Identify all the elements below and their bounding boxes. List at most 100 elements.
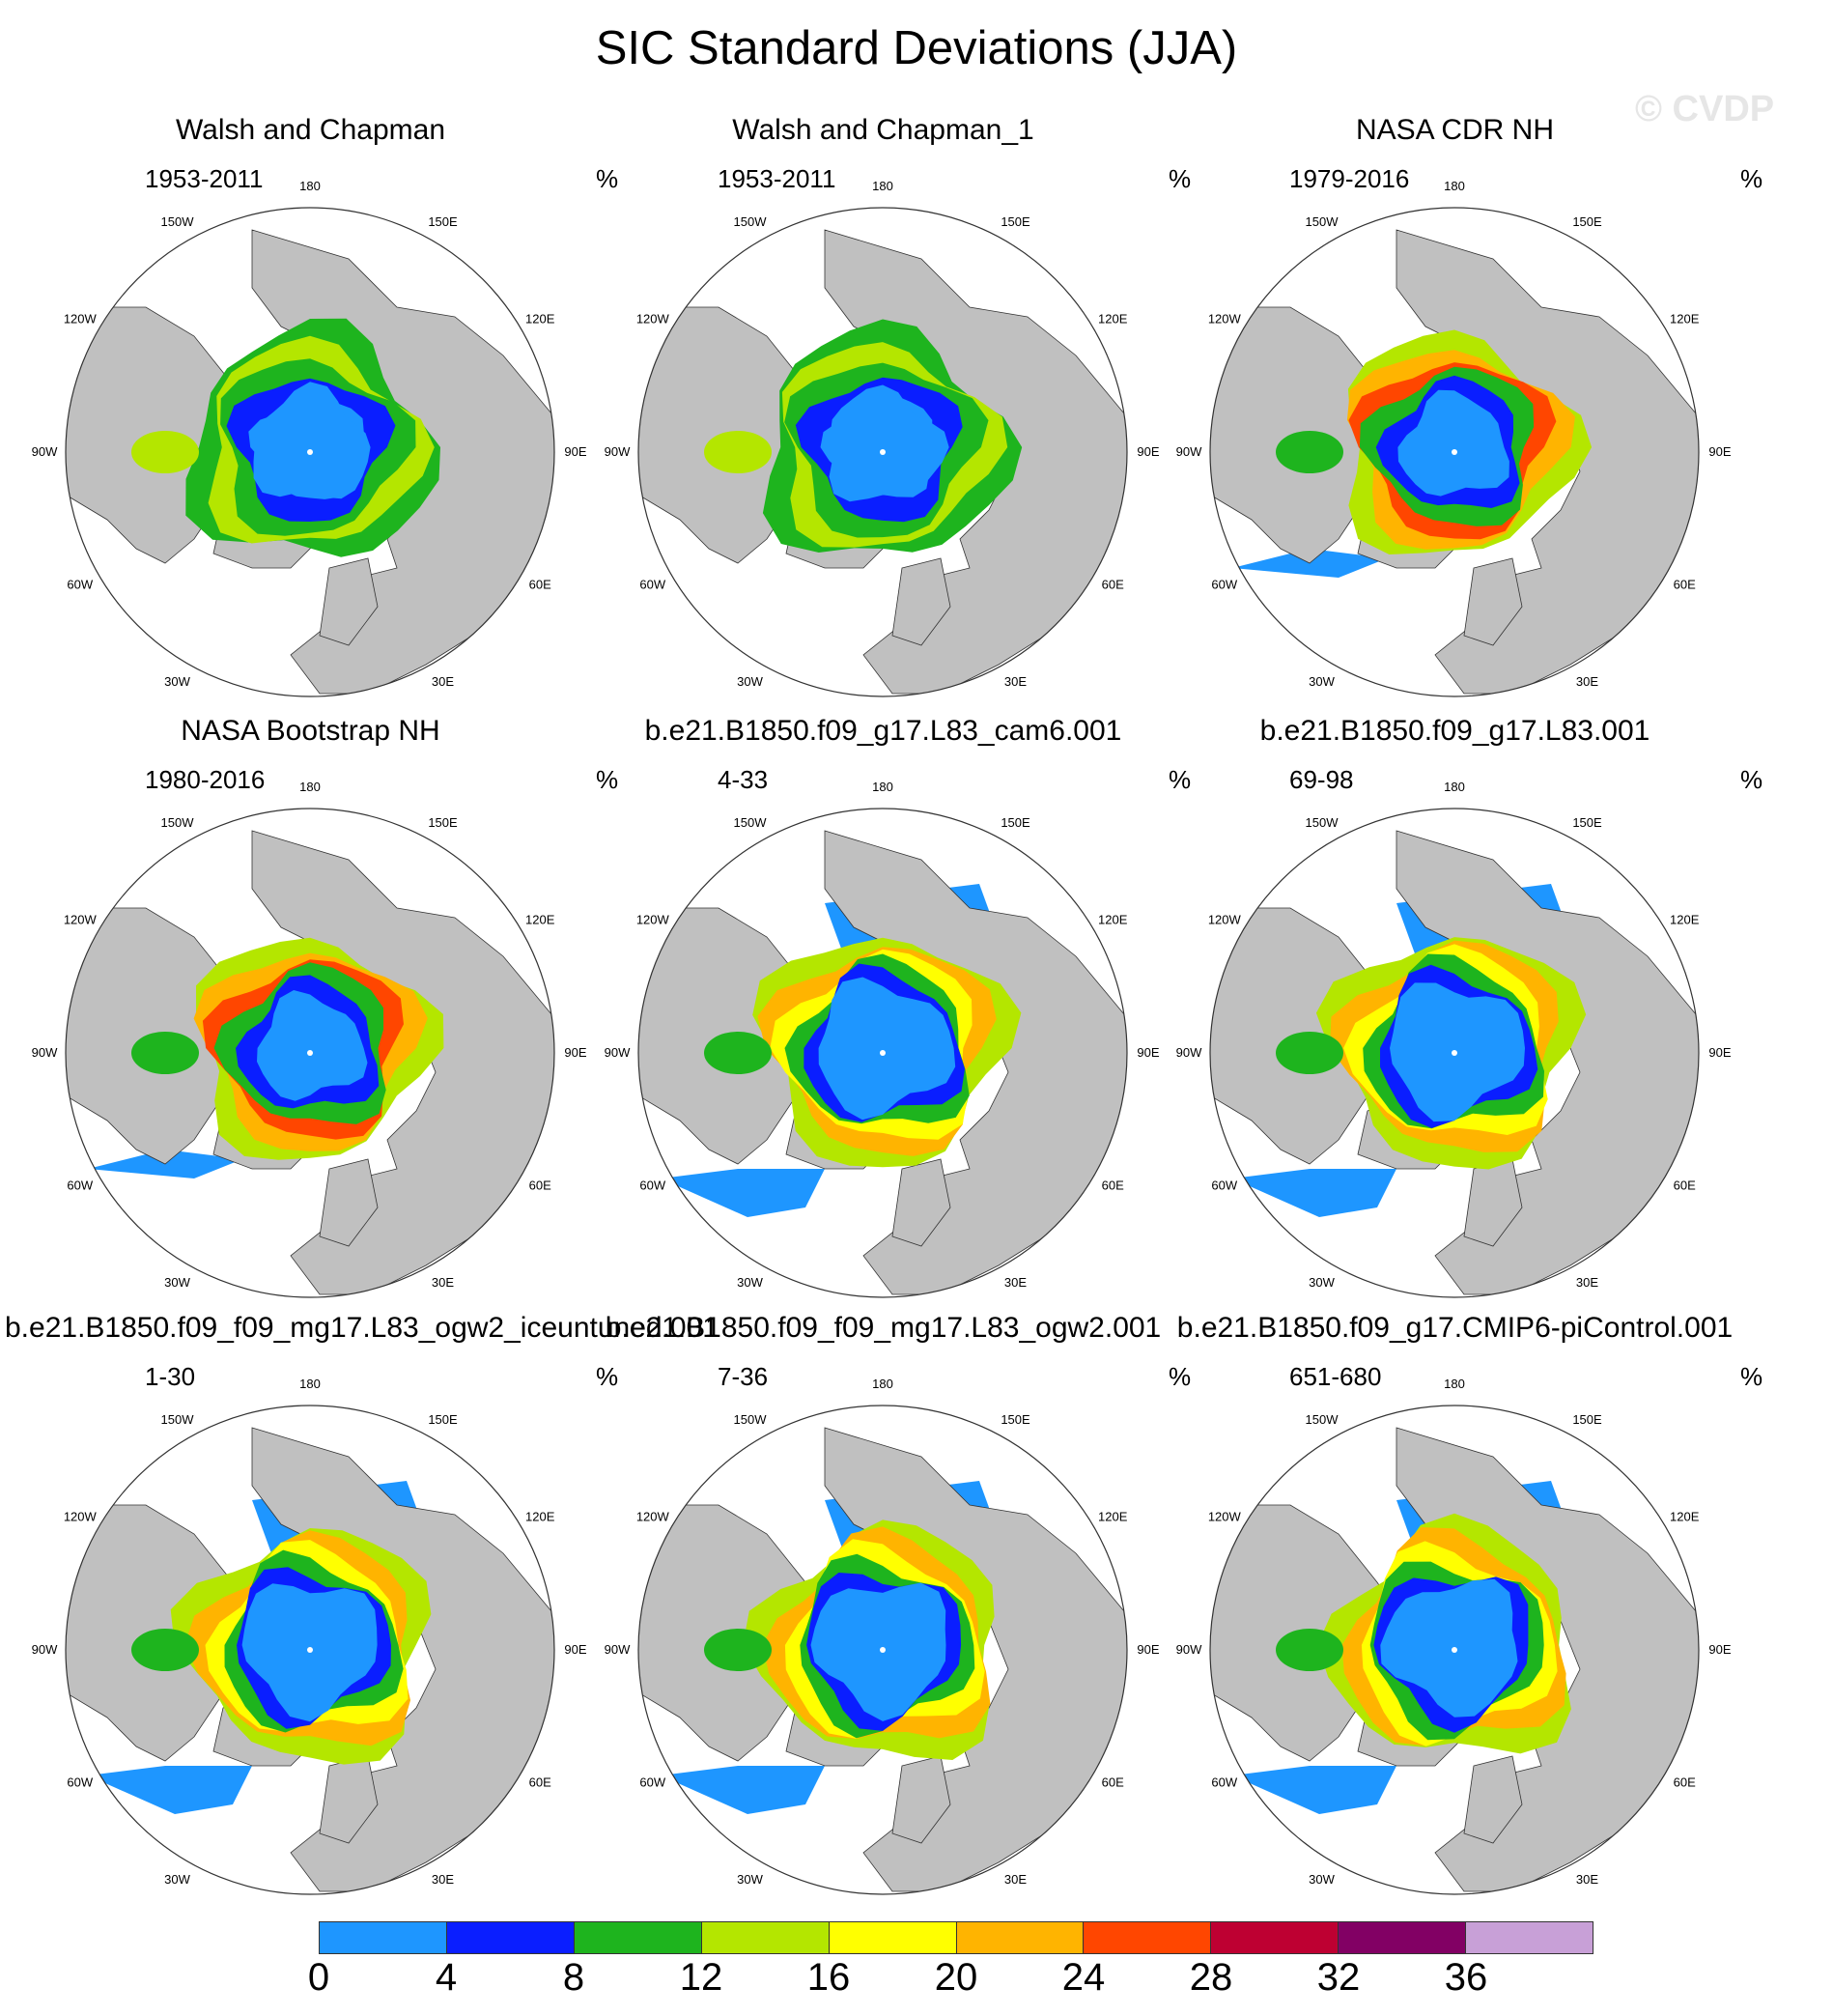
panel-years: 1979-2016 (1289, 164, 1410, 193)
colorbar-box (956, 1922, 1085, 1953)
panel-years: 69-98 (1289, 765, 1354, 794)
longitude-label: 30W (737, 674, 763, 689)
panel-title: Walsh and Chapman_1 (732, 114, 1034, 146)
panel-years: 1953-2011 (145, 164, 264, 193)
longitude-label: 60E (1102, 1775, 1124, 1790)
longitude-label: 150W (734, 1412, 768, 1427)
longitude-label: 120E (525, 913, 555, 927)
colorbar-label: 0 (307, 1956, 330, 1999)
ice-region (88, 1766, 252, 1814)
ice-region (1232, 1766, 1396, 1814)
longitude-label: 120E (1098, 312, 1128, 327)
polar-map: 180 150E 120E 90E 60E 30E 0 30W 60W 90W 120W 150W (32, 780, 587, 1314)
hudson-bay-ice (704, 431, 772, 473)
longitude-label: 30E (432, 674, 454, 689)
map-panel: b.e21.B1850.f09_f09_mg17.L83_ogw2_iceunt… (5, 1312, 719, 1911)
panel-title: b.e21.B1850.f09_g17.L83.001 (1259, 715, 1650, 747)
longitude-label: 90W (1176, 1045, 1202, 1060)
land-mass (891, 557, 951, 646)
map-panel: NASA CDR NH 1979-2016% 180 150E 120E 90E 60E 30… (1149, 114, 1763, 713)
hudson-bay-ice (1276, 1629, 1343, 1671)
colorbar-label: 24 (1061, 1956, 1106, 1999)
longitude-label: 120W (1208, 913, 1242, 927)
polar-map: 180 150E 120E 90E 60E 30E 0 30W 60W 90W 120W 150W (605, 780, 1160, 1314)
colorbar-label: 8 (562, 1956, 585, 1999)
longitude-label: 60E (529, 578, 551, 592)
longitude-label: 150W (161, 214, 195, 229)
panel-years: 4-33 (718, 765, 769, 794)
longitude-label: 90E (564, 444, 586, 459)
longitude-label: 150E (1572, 815, 1602, 830)
panel-units: % (1740, 164, 1763, 193)
panel-title: b.e21.B1850.f09_f09_mg17.L83_ogw2.001 (605, 1312, 1162, 1344)
polar-map: 180 150E 120E 90E 60E 30E 0 30W 60W 90W 120W 150W (1176, 1377, 1732, 1911)
longitude-label: 180 (299, 1377, 321, 1391)
longitude-label: 120E (525, 312, 555, 327)
panel-years: 1953-2011 (718, 164, 836, 193)
polar-map: 180 150E 120E 90E 60E 30E 0 30W 60W 90W 120W 150W (605, 179, 1160, 713)
longitude-label: 90W (605, 1045, 631, 1060)
longitude-label: 90W (1176, 444, 1202, 459)
longitude-label: 150W (734, 214, 768, 229)
polar-map: 180 150E 120E 90E 60E 30E 0 30W 60W 90W 120W 150W (1176, 780, 1732, 1314)
longitude-label: 120W (64, 913, 98, 927)
colorbar-box (829, 1922, 957, 1953)
panel-title: b.e21.B1850.f09_g17.L83_cam6.001 (644, 715, 1122, 747)
colorbar-label: 4 (435, 1956, 458, 1999)
hudson-bay-ice (131, 1032, 199, 1074)
colorbar-label: 28 (1189, 1956, 1233, 1999)
longitude-label: 30W (164, 1275, 190, 1290)
longitude-label: 120W (636, 1510, 670, 1524)
longitude-label: 150E (428, 1412, 458, 1427)
longitude-label: 150E (1572, 214, 1602, 229)
longitude-label: 150W (1306, 214, 1340, 229)
panel-years: 1980-2016 (145, 765, 266, 794)
longitude-label: 0 (306, 1908, 313, 1911)
longitude-label: 60W (67, 578, 93, 592)
longitude-label: 90W (32, 1045, 58, 1060)
panel-years: 1-30 (145, 1362, 196, 1391)
longitude-label: 150W (1306, 815, 1340, 830)
longitude-label: 90E (1137, 1642, 1159, 1657)
panel-title: Walsh and Chapman (175, 114, 446, 146)
panel-title: b.e21.B1850.f09_g17.CMIP6-piControl.001 (1176, 1312, 1734, 1344)
panel-units: % (596, 765, 619, 794)
colorbar-box (1084, 1922, 1212, 1953)
sea-ice-contour (810, 1582, 946, 1721)
longitude-label: 0 (879, 710, 886, 713)
sea-ice-contour (818, 977, 956, 1121)
map-panel: b.e21.B1850.f09_g17.L83.001 69-98% 180 150E… (1149, 715, 1762, 1314)
longitude-label: 180 (299, 780, 321, 794)
longitude-label: 60E (529, 1775, 551, 1790)
longitude-label: 30E (432, 1872, 454, 1887)
longitude-label: 90E (564, 1045, 586, 1060)
hudson-bay-ice (131, 1629, 199, 1671)
land-mass (319, 1158, 379, 1247)
polar-map: 180 150E 120E 90E 60E 30E 0 30W 60W 90W 120W 150W (605, 1377, 1160, 1911)
polar-map: 180 150E 120E 90E 60E 30E 0 30W 60W 90W 120W 150W (1176, 179, 1732, 713)
colorbar-box (1211, 1922, 1340, 1953)
sea-ice-contour (257, 990, 368, 1101)
longitude-label: 180 (872, 1377, 893, 1391)
colorbar-label: 16 (806, 1956, 851, 1999)
longitude-label: 120W (64, 312, 98, 327)
panel-title: NASA Bootstrap NH (181, 715, 440, 747)
longitude-label: 60E (1102, 1178, 1124, 1193)
longitude-label: 180 (872, 780, 893, 794)
longitude-label: 60E (1674, 1178, 1696, 1193)
longitude-label: 150E (1001, 1412, 1030, 1427)
longitude-label: 180 (872, 179, 893, 193)
polar-map: 180 150E 120E 90E 60E 30E 0 30W 60W 90W 120W 150W (32, 179, 587, 713)
longitude-label: 60W (639, 1775, 665, 1790)
longitude-label: 60E (1102, 578, 1124, 592)
map-panel: Walsh and Chapman 1953-2011% 180 150E 120E 90… (5, 114, 618, 713)
longitude-label: 30W (164, 674, 190, 689)
longitude-label: 150E (428, 214, 458, 229)
longitude-label: 90E (1137, 1045, 1159, 1060)
panel-years: 651-680 (1289, 1362, 1382, 1391)
longitude-label: 120W (1208, 312, 1242, 327)
hudson-bay-ice (1276, 431, 1343, 473)
longitude-label: 30E (1576, 1275, 1598, 1290)
colorbar-label: 12 (679, 1956, 723, 1999)
longitude-label: 90E (1708, 1642, 1731, 1657)
